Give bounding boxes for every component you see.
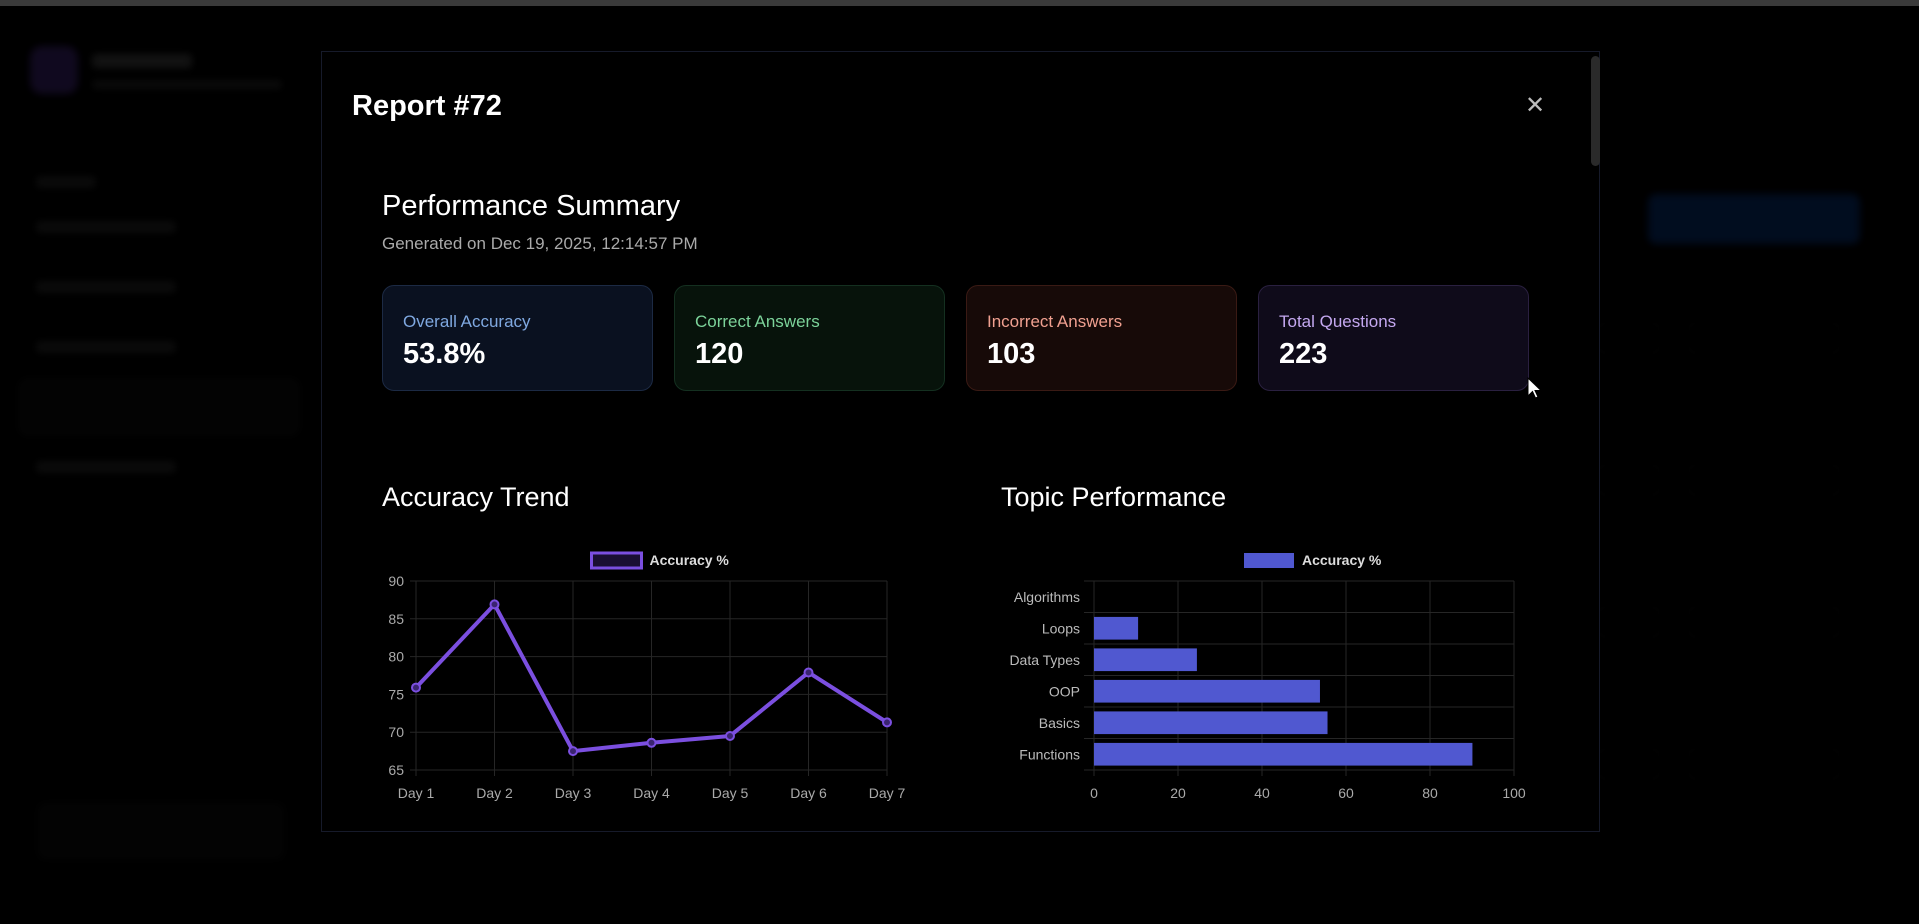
y-tick-label: Functions [1019, 746, 1080, 762]
x-tick-label: 100 [1502, 785, 1526, 801]
download-button[interactable] [1688, 464, 1840, 496]
stat-value: 120 [695, 338, 744, 370]
stat-label: Correct Answers [695, 312, 820, 331]
legend-swatch [590, 551, 643, 570]
accuracy-trend-title: Accuracy Trend [382, 482, 570, 512]
x-tick-label: Day 5 [712, 785, 749, 801]
y-tick-label: 75 [388, 686, 404, 702]
bar-functions [1094, 742, 1473, 766]
topic-performance-title: Topic Performance [1001, 482, 1227, 512]
x-tick-label: Day 4 [633, 785, 670, 801]
nav-section-label [36, 176, 96, 188]
x-tick-label: Day 1 [398, 785, 435, 801]
x-tick-label: Day 2 [476, 785, 513, 801]
x-tick-label: Day 6 [790, 785, 827, 801]
user-profile[interactable] [36, 801, 286, 861]
accuracy-trend-chart: 65 70 75 80 85 90 Day 1 Day 2 Day 3 Day 4 Day 5 Day… [388, 551, 906, 801]
data-point [568, 746, 578, 757]
stat-card-incorrect: Incorrect Answers 103 [966, 285, 1237, 391]
stat-value: 103 [987, 338, 1036, 370]
app-logo [30, 46, 78, 94]
x-tick-label: Day 7 [869, 785, 906, 801]
background-app [0, 6, 1919, 924]
legend-label: Accuracy % [1302, 552, 1382, 568]
y-tick-label: Basics [1039, 715, 1080, 731]
bar-loops [1094, 616, 1139, 640]
y-tick-label: 90 [388, 573, 404, 589]
data-point [803, 667, 814, 678]
data-point [489, 599, 500, 610]
x-tick-label: 0 [1090, 785, 1098, 801]
bar-data-types [1094, 648, 1197, 672]
generated-timestamp: Generated on Dec 19, 2025, 12:14:57 PM [382, 234, 698, 253]
close-icon[interactable]: ✕ [1525, 92, 1546, 119]
data-point [725, 730, 735, 741]
bar-oop [1094, 679, 1320, 703]
mouse-cursor [1527, 377, 1543, 399]
y-tick-label: Loops [1042, 620, 1080, 636]
stat-label: Overall Accuracy [403, 312, 531, 331]
sidebar-item-active[interactable] [18, 378, 300, 436]
modal-scrollbar[interactable] [1591, 56, 1600, 166]
stat-card-correct: Correct Answers 120 [674, 285, 945, 391]
data-point [882, 717, 892, 728]
x-tick-label: 20 [1170, 785, 1186, 801]
topic-performance-chart: 0 20 40 60 80 100 Algorithms Loops Data Types OOP… [1009, 552, 1526, 801]
sidebar-item[interactable] [36, 281, 176, 293]
stat-label: Incorrect Answers [987, 312, 1123, 331]
stat-value: 53.8% [403, 338, 486, 370]
y-tick-label: 80 [388, 649, 404, 665]
y-tick-label: OOP [1049, 683, 1080, 699]
download-button[interactable] [1688, 748, 1840, 780]
stat-card-total: Total Questions 223 [1258, 285, 1529, 391]
sidebar-item[interactable] [36, 221, 176, 233]
stat-value: 223 [1279, 338, 1328, 370]
legend-swatch [1244, 553, 1294, 568]
y-tick-label: 85 [388, 611, 404, 627]
download-button[interactable] [1688, 606, 1840, 638]
y-tick-label: 65 [388, 762, 404, 778]
app-tagline [92, 80, 282, 89]
report-modal: Report #72 ✕ Performance Summary Generat… [321, 51, 1600, 832]
x-tick-label: 40 [1254, 785, 1270, 801]
sidebar-item[interactable] [36, 461, 176, 473]
x-tick-label: 60 [1338, 785, 1354, 801]
data-point [646, 737, 657, 748]
download-button[interactable] [1688, 322, 1840, 354]
stat-card-accuracy: Overall Accuracy 53.8% [382, 285, 653, 391]
y-tick-label: Data Types [1009, 652, 1080, 668]
y-tick-label: 70 [388, 724, 404, 740]
x-tick-label: 80 [1422, 785, 1438, 801]
sidebar-item[interactable] [36, 341, 176, 353]
generate-report-button[interactable] [1648, 194, 1860, 244]
x-tick-label: Day 3 [555, 785, 592, 801]
y-tick-label: Algorithms [1014, 589, 1080, 605]
modal-title: Report #72 [352, 90, 502, 122]
bar-basics [1094, 711, 1328, 735]
app-brand [92, 54, 192, 68]
data-point [411, 682, 421, 693]
summary-title: Performance Summary [382, 190, 681, 222]
legend-label: Accuracy % [650, 552, 730, 568]
stat-label: Total Questions [1279, 312, 1397, 331]
window-top-bar [0, 0, 1919, 6]
